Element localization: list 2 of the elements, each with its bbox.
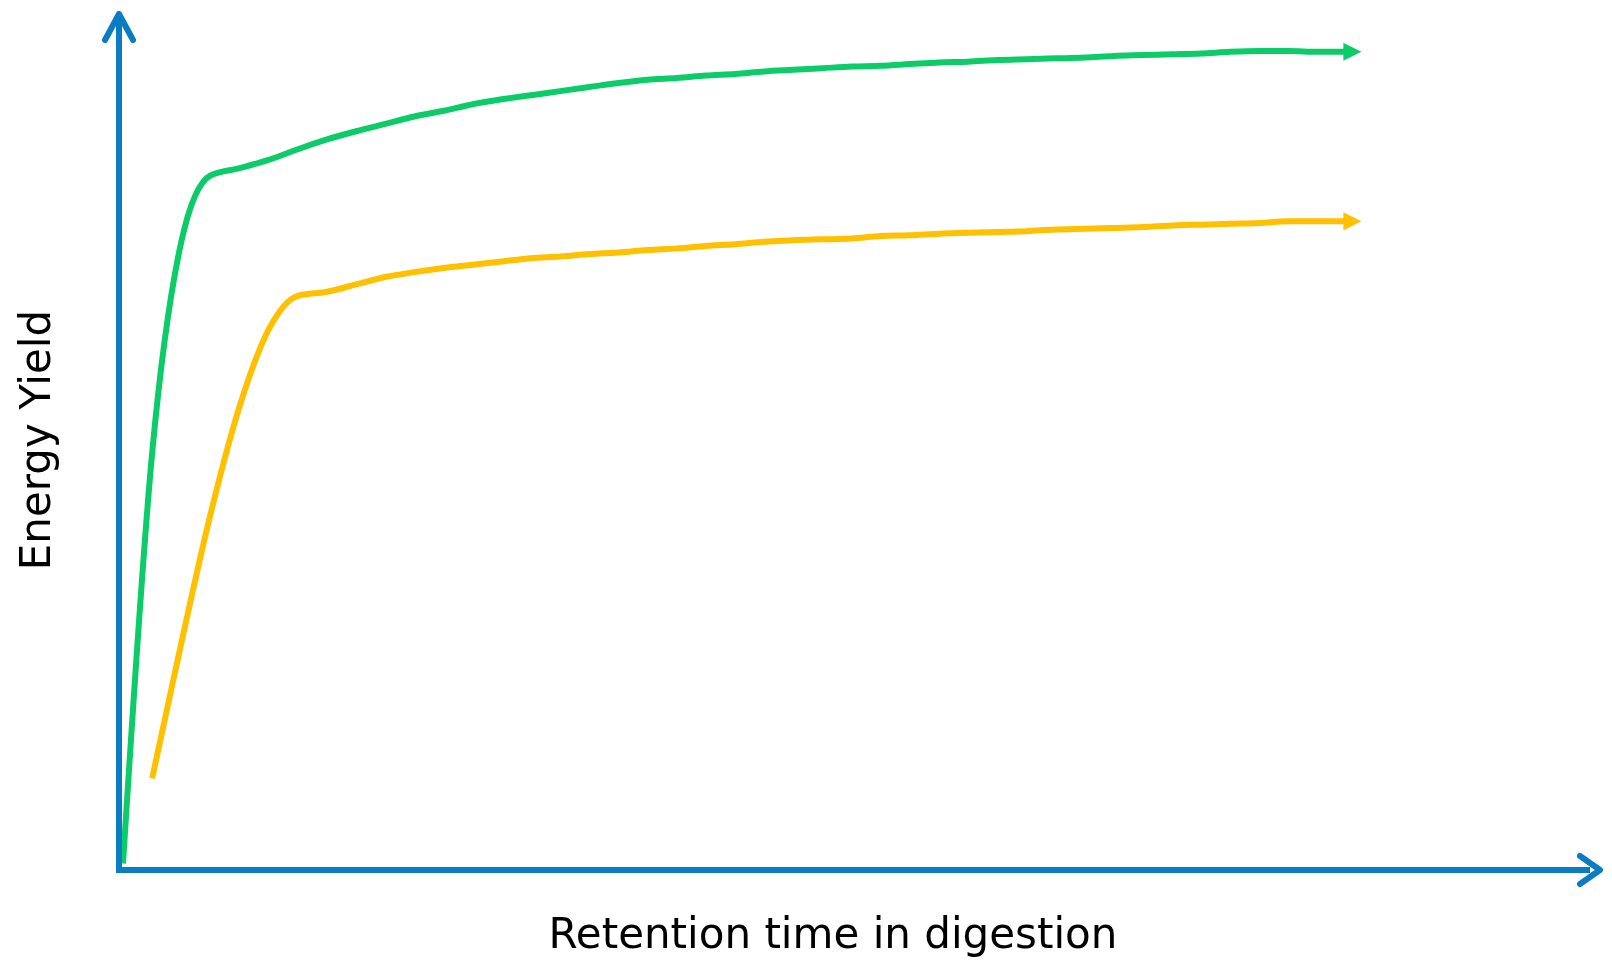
x-axis-title: Retention time in digestion <box>548 909 1118 958</box>
y-axis-title: Energy Yield <box>11 309 60 571</box>
